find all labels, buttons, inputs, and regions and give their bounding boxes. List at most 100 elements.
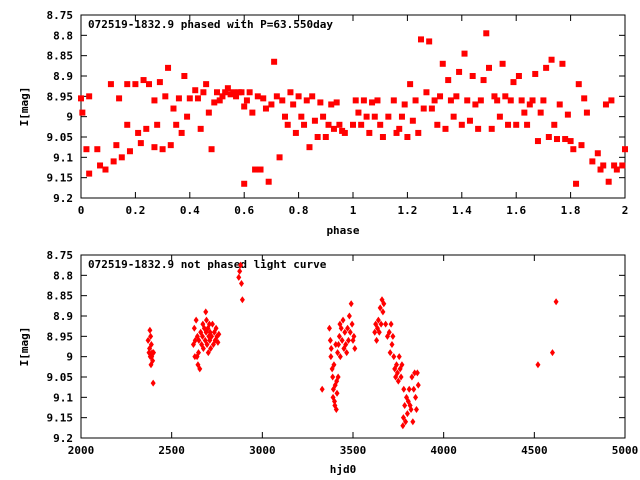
data-point <box>191 324 197 332</box>
data-point <box>197 125 204 132</box>
data-point <box>322 134 329 140</box>
x-tick-label: 1 <box>350 204 357 217</box>
data-point <box>335 340 341 348</box>
data-point <box>350 121 356 128</box>
data-point <box>203 316 209 324</box>
data-point <box>236 273 242 281</box>
x-tick-label: 0.4 <box>180 204 200 217</box>
data-point <box>342 328 348 336</box>
data-point <box>347 328 353 336</box>
data-point <box>439 60 446 67</box>
data-point <box>420 105 427 112</box>
data-point <box>314 134 321 140</box>
data-point <box>345 324 351 332</box>
x-tick-label: 1.6 <box>506 204 526 217</box>
data-point <box>147 326 153 334</box>
data-point <box>549 349 555 357</box>
data-point <box>335 373 341 381</box>
data-point <box>613 166 620 173</box>
data-point <box>143 125 150 132</box>
data-point <box>184 113 191 120</box>
data-point <box>335 349 341 357</box>
data-point <box>241 103 248 110</box>
data-point <box>418 36 424 43</box>
x-tick-label: 2 <box>622 204 629 217</box>
data-point <box>386 328 392 336</box>
data-point <box>349 320 355 328</box>
data-point <box>175 95 182 102</box>
data-point <box>513 121 520 128</box>
data-point <box>303 97 310 104</box>
data-point <box>406 385 412 393</box>
data-point <box>556 101 563 108</box>
data-point <box>265 178 272 185</box>
data-point <box>199 332 205 340</box>
x-tick-label: 3000 <box>249 444 276 457</box>
data-point <box>282 113 288 120</box>
data-point <box>602 101 609 108</box>
y-tick-label: 8.75 <box>47 9 74 22</box>
data-point <box>608 97 615 104</box>
data-point <box>381 300 387 308</box>
data-point <box>295 93 302 100</box>
data-point <box>194 95 201 102</box>
data-point <box>336 121 343 128</box>
y-tick-label: 8.75 <box>47 249 74 262</box>
data-point <box>135 129 142 136</box>
data-point <box>341 129 348 136</box>
data-point <box>510 79 517 86</box>
data-point <box>79 109 86 116</box>
data-point <box>319 385 325 393</box>
data-point <box>412 97 419 104</box>
data-point <box>211 99 218 106</box>
data-point <box>346 312 352 320</box>
data-point <box>118 154 125 161</box>
data-point <box>151 97 158 104</box>
data-point <box>554 136 560 143</box>
data-point <box>548 56 555 63</box>
data-point <box>458 121 465 128</box>
x-tick-label: 2500 <box>158 444 185 457</box>
data-point <box>363 113 370 120</box>
data-point <box>375 316 381 324</box>
data-point <box>486 64 492 71</box>
data-points <box>78 30 628 187</box>
y-tick-label: 9.2 <box>53 432 73 445</box>
data-point <box>337 353 343 361</box>
data-point <box>276 154 283 161</box>
x-tick-label: 0 <box>78 204 85 217</box>
data-point <box>200 345 206 353</box>
data-point <box>393 129 400 136</box>
data-point <box>150 357 156 365</box>
data-point <box>611 162 618 169</box>
data-point <box>186 95 193 102</box>
data-points <box>145 261 559 430</box>
data-point <box>400 414 406 422</box>
data-point <box>200 89 207 96</box>
x-tick-label: 1.4 <box>452 204 472 217</box>
data-point <box>214 89 220 96</box>
data-point <box>496 113 503 120</box>
data-point <box>564 111 571 118</box>
data-point <box>377 304 383 312</box>
data-point <box>398 113 405 120</box>
data-point <box>396 125 403 132</box>
y-tick-label: 8.95 <box>47 330 74 343</box>
data-point <box>532 70 539 77</box>
data-point <box>409 373 415 381</box>
data-point <box>597 166 604 173</box>
data-point <box>268 101 275 108</box>
data-point <box>336 332 342 340</box>
data-point <box>374 97 381 104</box>
data-point <box>351 332 357 340</box>
data-point <box>192 87 199 94</box>
data-point <box>330 373 336 381</box>
data-point <box>605 178 612 185</box>
y-tick-label: 9.1 <box>53 391 73 404</box>
data-point <box>238 279 244 287</box>
data-point <box>480 77 487 84</box>
data-point <box>456 68 463 75</box>
data-point <box>355 109 362 116</box>
plot-frame <box>80 254 626 439</box>
data-point <box>594 150 601 157</box>
